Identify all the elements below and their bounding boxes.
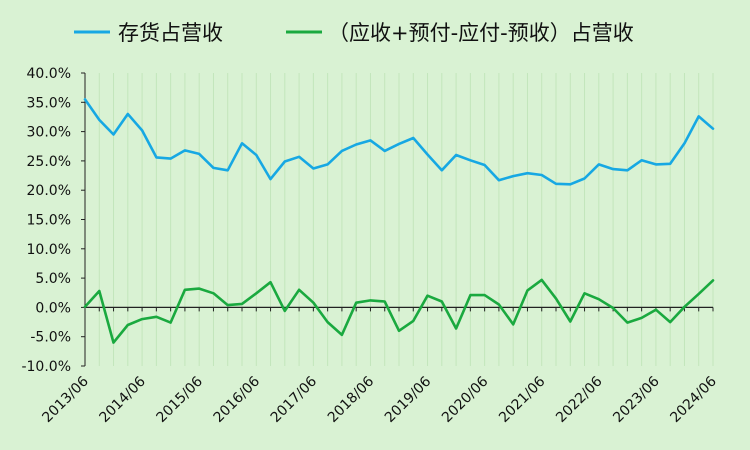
legend-label-working-capital: （应收+预付-应付-预收）占营收 [328, 21, 634, 45]
series-line-working-capital [83, 278, 715, 344]
series-line-inventory [83, 98, 715, 186]
legend-label-inventory: 存货占营收 [118, 21, 223, 45]
y-tick-label: 15.0% [27, 213, 71, 229]
y-tick-label: 5.0% [35, 271, 71, 287]
y-tick-label: 30.0% [27, 125, 71, 141]
y-tick-label: -5.0% [30, 330, 71, 346]
y-tick-label: 10.0% [27, 242, 71, 258]
y-axis: 40.0% 35.0% 30.0% 25.0% 20.0% 15.0% 10.0% 5.0% 0… [21, 66, 86, 375]
y-tick-label: -10.0% [21, 359, 71, 375]
y-tick-label: 35.0% [27, 95, 71, 111]
series-lines [83, 98, 715, 344]
y-tick-label: 0.0% [35, 300, 71, 316]
y-tick-label: 25.0% [27, 154, 71, 170]
gridlines [84, 73, 714, 366]
y-tick-label: 20.0% [27, 183, 71, 199]
y-tick-label: 40.0% [27, 66, 71, 82]
legend: 存货占营收 （应收+预付-应付-预收）占营收 [74, 21, 634, 45]
